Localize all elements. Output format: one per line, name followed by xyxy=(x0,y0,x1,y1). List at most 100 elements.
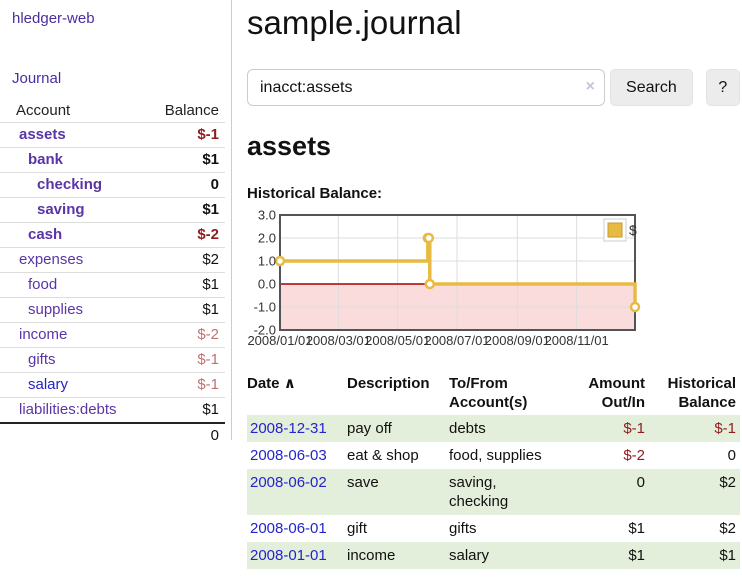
register-table: Date ∧ Description To/From Account(s) Am… xyxy=(247,372,740,569)
sidebar-item-journal[interactable]: Journal xyxy=(12,70,62,87)
y-axis-tick-label: -1.0 xyxy=(254,300,276,315)
account-balance: $1 xyxy=(136,397,225,423)
chart-svg: 3.0 2.0 1.0 0.0 -1.0 -2.02008/01/012008/03/01… xyxy=(247,208,641,348)
account-link-assets[interactable]: assets xyxy=(19,126,66,143)
transaction-date-link[interactable]: 2008-06-03 xyxy=(250,447,327,464)
account-balance: $1 xyxy=(136,272,225,298)
account-link-saving[interactable]: saving xyxy=(37,201,85,218)
data-point-marker xyxy=(629,301,641,313)
transaction-row: 2008-06-03 eat & shop food, supplies $-2 0 xyxy=(247,442,740,469)
transaction-row: 2008-06-02 save saving, checking 0 $2 xyxy=(247,469,740,515)
register-header-description: Description xyxy=(347,375,430,392)
transaction-description: save xyxy=(347,474,379,491)
search-input[interactable] xyxy=(247,69,606,106)
transaction-row: 2008-01-01 income salary $1 $1 xyxy=(247,542,740,569)
chart-title: Historical Balance: xyxy=(247,185,383,202)
transaction-amount: $-2 xyxy=(623,447,645,464)
accounts-header-balance: Balance xyxy=(164,102,219,119)
data-point-marker xyxy=(274,255,286,267)
legend-label: $ xyxy=(629,222,637,238)
y-axis-tick-label: 1.0 xyxy=(258,254,276,269)
account-row: checking 0 xyxy=(0,172,225,198)
transaction-amount: $1 xyxy=(628,520,645,537)
transaction-row: 2008-12-31 pay off debts $-1 $-1 xyxy=(247,415,740,442)
transaction-balance: $2 xyxy=(719,520,736,537)
x-axis-tick-label: 2008/09/01 xyxy=(485,333,550,348)
x-axis-tick-label: 2008/01/01 xyxy=(247,333,312,348)
app-title-link[interactable]: hledger-web xyxy=(12,10,95,27)
account-balance: $1 xyxy=(136,297,225,323)
transaction-amount: 0 xyxy=(636,474,645,491)
main-content: sample.journal × Search ? assets Histori… xyxy=(247,0,740,569)
account-balance: $1 xyxy=(136,147,225,173)
account-link-checking[interactable]: checking xyxy=(37,176,103,193)
transaction-balance: $1 xyxy=(719,547,736,564)
y-axis-tick-label: 3.0 xyxy=(258,208,276,223)
account-row: cash $-2 xyxy=(0,222,225,248)
register-header-balance: Historical Balance xyxy=(667,375,736,411)
transaction-date-link[interactable]: 2008-06-02 xyxy=(250,474,327,491)
transaction-accounts: debts xyxy=(449,420,486,437)
page-title: sample.journal xyxy=(247,4,462,41)
transaction-date-link[interactable]: 2008-12-31 xyxy=(250,420,327,437)
sort-ascending-icon: ∧ xyxy=(283,375,296,392)
sidebar: hledger-web Journal Account Balance asse… xyxy=(0,0,232,448)
accounts-total-value: 0 xyxy=(136,422,225,448)
account-row: bank $1 xyxy=(0,147,225,173)
data-point-marker xyxy=(424,278,436,290)
account-row: food $1 xyxy=(0,272,225,298)
x-axis-tick-label: 2008/05/01 xyxy=(365,333,430,348)
x-axis-tick-label: 2008/07/01 xyxy=(424,333,489,348)
transaction-accounts: gifts xyxy=(449,520,477,537)
account-balance: $2 xyxy=(136,247,225,273)
account-link-cash[interactable]: cash xyxy=(28,226,63,243)
register-header-date[interactable]: Date ∧ xyxy=(247,372,347,415)
account-balance: $-1 xyxy=(136,372,225,398)
register-header-row: Date ∧ Description To/From Account(s) Am… xyxy=(247,372,740,415)
account-row: gifts $-1 xyxy=(0,347,225,373)
account-balance: $-1 xyxy=(136,347,225,373)
transaction-amount: $1 xyxy=(628,547,645,564)
transaction-accounts: salary xyxy=(449,547,490,564)
legend-swatch xyxy=(607,222,623,238)
account-row: assets $-1 xyxy=(0,122,225,148)
account-link-salary[interactable]: salary xyxy=(28,376,69,393)
account-row: supplies $1 xyxy=(0,297,225,323)
account-link-supplies[interactable]: supplies xyxy=(28,301,84,318)
accounts-header-account: Account xyxy=(16,102,71,119)
x-axis-tick-label: 2008/03/01 xyxy=(306,333,371,348)
y-axis-tick-label: -2.0 xyxy=(254,323,276,338)
transaction-balance: 0 xyxy=(727,447,736,464)
transaction-description: gift xyxy=(347,520,368,537)
account-balance: $-2 xyxy=(136,322,225,348)
account-row: saving $1 xyxy=(0,197,225,223)
account-link-expenses[interactable]: expenses xyxy=(19,251,84,268)
account-row: liabilities:debts $1 xyxy=(0,397,225,423)
transaction-date-link[interactable]: 2008-01-01 xyxy=(250,547,327,564)
search-button[interactable]: Search xyxy=(610,69,693,106)
account-balance: $-2 xyxy=(136,222,225,248)
account-link-bank[interactable]: bank xyxy=(28,151,64,168)
balance-chart: 3.0 2.0 1.0 0.0 -1.0 -2.0 2008/01/01 2008/03/01… xyxy=(247,208,740,355)
register-header-amount: Amount Out/In xyxy=(588,375,645,411)
search-bar: × Search ? xyxy=(247,69,740,106)
account-link-liabilities-debts[interactable]: liabilities:debts xyxy=(19,401,117,418)
account-row: income $-2 xyxy=(0,322,225,348)
transaction-date-link[interactable]: 2008-06-01 xyxy=(250,520,327,537)
account-link-gifts[interactable]: gifts xyxy=(28,351,56,368)
account-row: salary $-1 xyxy=(0,372,225,398)
account-balance: 0 xyxy=(136,172,225,198)
transaction-accounts: food, supplies xyxy=(449,447,542,464)
accounts-header-row: Account Balance xyxy=(0,100,225,123)
account-row: expenses $2 xyxy=(0,247,225,273)
transaction-description: income xyxy=(347,547,396,564)
x-axis-tick-label: 2008/11/01 xyxy=(545,333,609,348)
transaction-row: 2008-06-01 gift gifts $1 $2 xyxy=(247,515,740,542)
register-header-account: To/From Account(s) xyxy=(449,375,528,411)
y-axis-tick-label: 2.0 xyxy=(258,231,276,246)
help-button[interactable]: ? xyxy=(705,69,740,106)
accounts-table: Account Balance assets $-1 bank $1 checking 0… xyxy=(0,100,225,448)
clear-search-icon[interactable]: × xyxy=(585,78,596,95)
account-link-food[interactable]: food xyxy=(28,276,58,293)
account-link-income[interactable]: income xyxy=(19,326,68,343)
